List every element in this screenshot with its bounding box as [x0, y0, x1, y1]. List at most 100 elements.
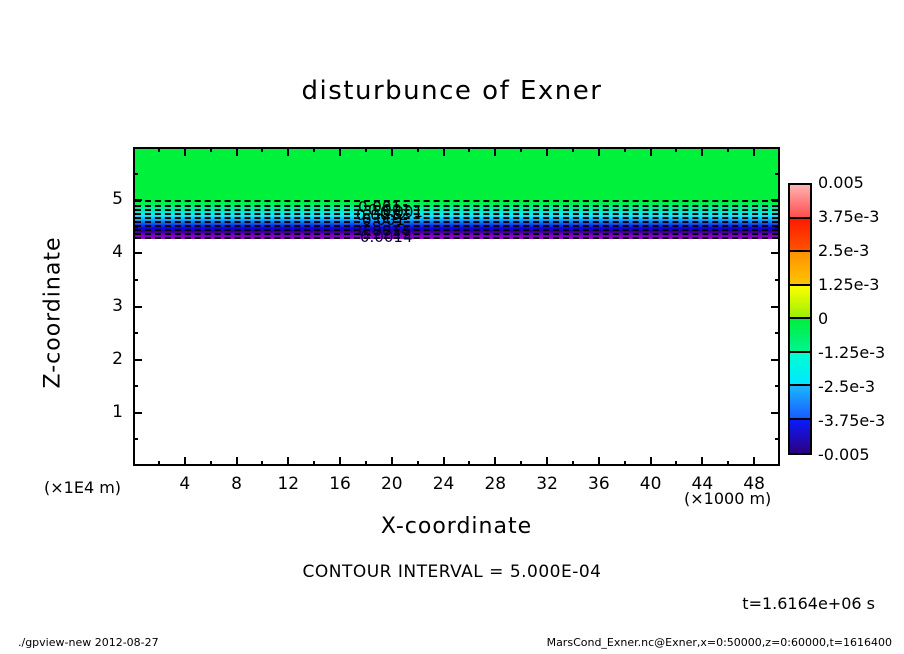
colorbar-band	[790, 386, 810, 420]
x-tick-minor-top	[675, 147, 678, 152]
colorbar	[788, 183, 812, 455]
contour-value-label: 0.001	[362, 211, 405, 229]
x-tick-minor-top	[520, 147, 523, 152]
y-axis-title: Z-coordinate	[40, 236, 66, 389]
colorbar-band	[790, 419, 810, 453]
x-tick-label: 32	[536, 474, 558, 494]
y-tick-minor-right	[775, 278, 780, 281]
contour-value-label: 0.0014	[358, 222, 411, 240]
colorbar-tick-label: -3.75e-3	[818, 411, 886, 430]
contour-line	[135, 213, 778, 215]
x-tick-minor-top	[571, 147, 574, 152]
x-axis-unit: (×1000 m)	[684, 489, 772, 508]
y-tick-minor-right	[775, 332, 780, 335]
plot-area	[133, 147, 780, 466]
x-tick-minor-top	[623, 147, 626, 152]
y-tick-minor	[133, 278, 138, 281]
y-tick-major	[133, 305, 142, 308]
x-tick-label: 4	[179, 474, 191, 494]
x-tick-label: 36	[588, 474, 610, 494]
x-tick-minor	[313, 461, 316, 466]
x-tick-minor	[468, 461, 471, 466]
y-tick-major	[133, 252, 142, 255]
y-tick-label: 5	[112, 189, 123, 210]
colorbar-band	[790, 218, 810, 252]
x-tick-major-top	[494, 147, 497, 156]
contour-field	[135, 149, 778, 464]
x-tick-major-top	[287, 147, 290, 156]
x-tick-minor-top	[468, 147, 471, 152]
colorbar-band	[790, 319, 810, 353]
footer-source: MarsCond_Exner.nc@Exner,x=0:50000,z=0:60…	[546, 636, 892, 649]
field-band-negative-extreme	[135, 234, 778, 239]
x-tick-minor	[416, 461, 419, 466]
x-tick-minor-top	[261, 147, 264, 152]
y-tick-minor	[133, 172, 138, 175]
contour-line	[135, 229, 778, 231]
x-tick-major-top	[753, 147, 756, 156]
x-tick-major-top	[649, 147, 652, 156]
x-tick-minor-top	[209, 147, 212, 152]
page-title: disturbunce of Exner	[301, 76, 603, 106]
y-tick-major-right	[771, 199, 780, 202]
y-tick-major	[133, 411, 142, 414]
x-tick-minor	[364, 461, 367, 466]
footer-command: ./gpview-new 2012-08-27	[18, 636, 159, 649]
colorbar-band	[790, 252, 810, 286]
contour-value-label: 0.001	[368, 201, 411, 219]
x-tick-major	[546, 457, 549, 466]
x-tick-label: 28	[484, 474, 507, 494]
contour-line	[135, 217, 778, 219]
x-tick-major-top	[701, 147, 704, 156]
x-tick-major	[390, 457, 393, 466]
y-axis-unit: (×1E4 m)	[44, 478, 122, 497]
y-tick-major-right	[771, 252, 780, 255]
contour-line	[135, 221, 778, 223]
x-tick-minor	[675, 461, 678, 466]
y-tick-label: 4	[112, 242, 123, 263]
x-tick-minor-top	[157, 147, 160, 152]
colorbar-tick-label: 1.25e-3	[818, 275, 880, 294]
colorbar-tick-label: 2.5e-3	[818, 241, 870, 260]
x-tick-major	[494, 457, 497, 466]
x-tick-major-top	[597, 147, 600, 156]
x-tick-label: 20	[380, 474, 403, 494]
contour-line	[135, 200, 778, 202]
y-tick-label: 3	[112, 295, 123, 316]
x-tick-label: 24	[432, 474, 455, 494]
x-tick-major	[442, 457, 445, 466]
colorbar-band	[790, 285, 810, 319]
y-tick-label: 2	[112, 348, 123, 369]
y-tick-major-right	[771, 411, 780, 414]
contour-line	[135, 209, 778, 211]
colorbar-band	[790, 352, 810, 386]
contour-value-label: 0.0014	[360, 228, 413, 246]
x-tick-major	[649, 457, 652, 466]
x-tick-minor	[261, 461, 264, 466]
x-tick-minor-top	[313, 147, 316, 152]
x-tick-major	[235, 457, 238, 466]
y-tick-major-right	[771, 305, 780, 308]
x-tick-major	[701, 457, 704, 466]
x-tick-major-top	[546, 147, 549, 156]
y-tick-minor	[133, 332, 138, 335]
x-tick-label: 44	[691, 474, 714, 494]
y-tick-label: 1	[112, 401, 123, 422]
time-stamp: t=1.6164e+06 s	[742, 594, 875, 613]
contour-line	[135, 205, 778, 207]
x-tick-major	[339, 457, 342, 466]
x-axis-title: X-coordinate	[380, 514, 533, 539]
x-tick-minor-top	[364, 147, 367, 152]
x-tick-major	[753, 457, 756, 466]
colorbar-tick-label: 3.75e-3	[818, 207, 880, 226]
x-tick-major-top	[339, 147, 342, 156]
colorbar-tick-label: 0	[818, 309, 829, 328]
contour-line	[135, 225, 778, 227]
contour-line	[135, 237, 778, 239]
x-tick-major-top	[390, 147, 393, 156]
field-band-undefined	[135, 239, 778, 464]
y-tick-minor-right	[775, 385, 780, 388]
field-band-zero	[135, 149, 778, 202]
x-tick-minor-top	[727, 147, 730, 152]
